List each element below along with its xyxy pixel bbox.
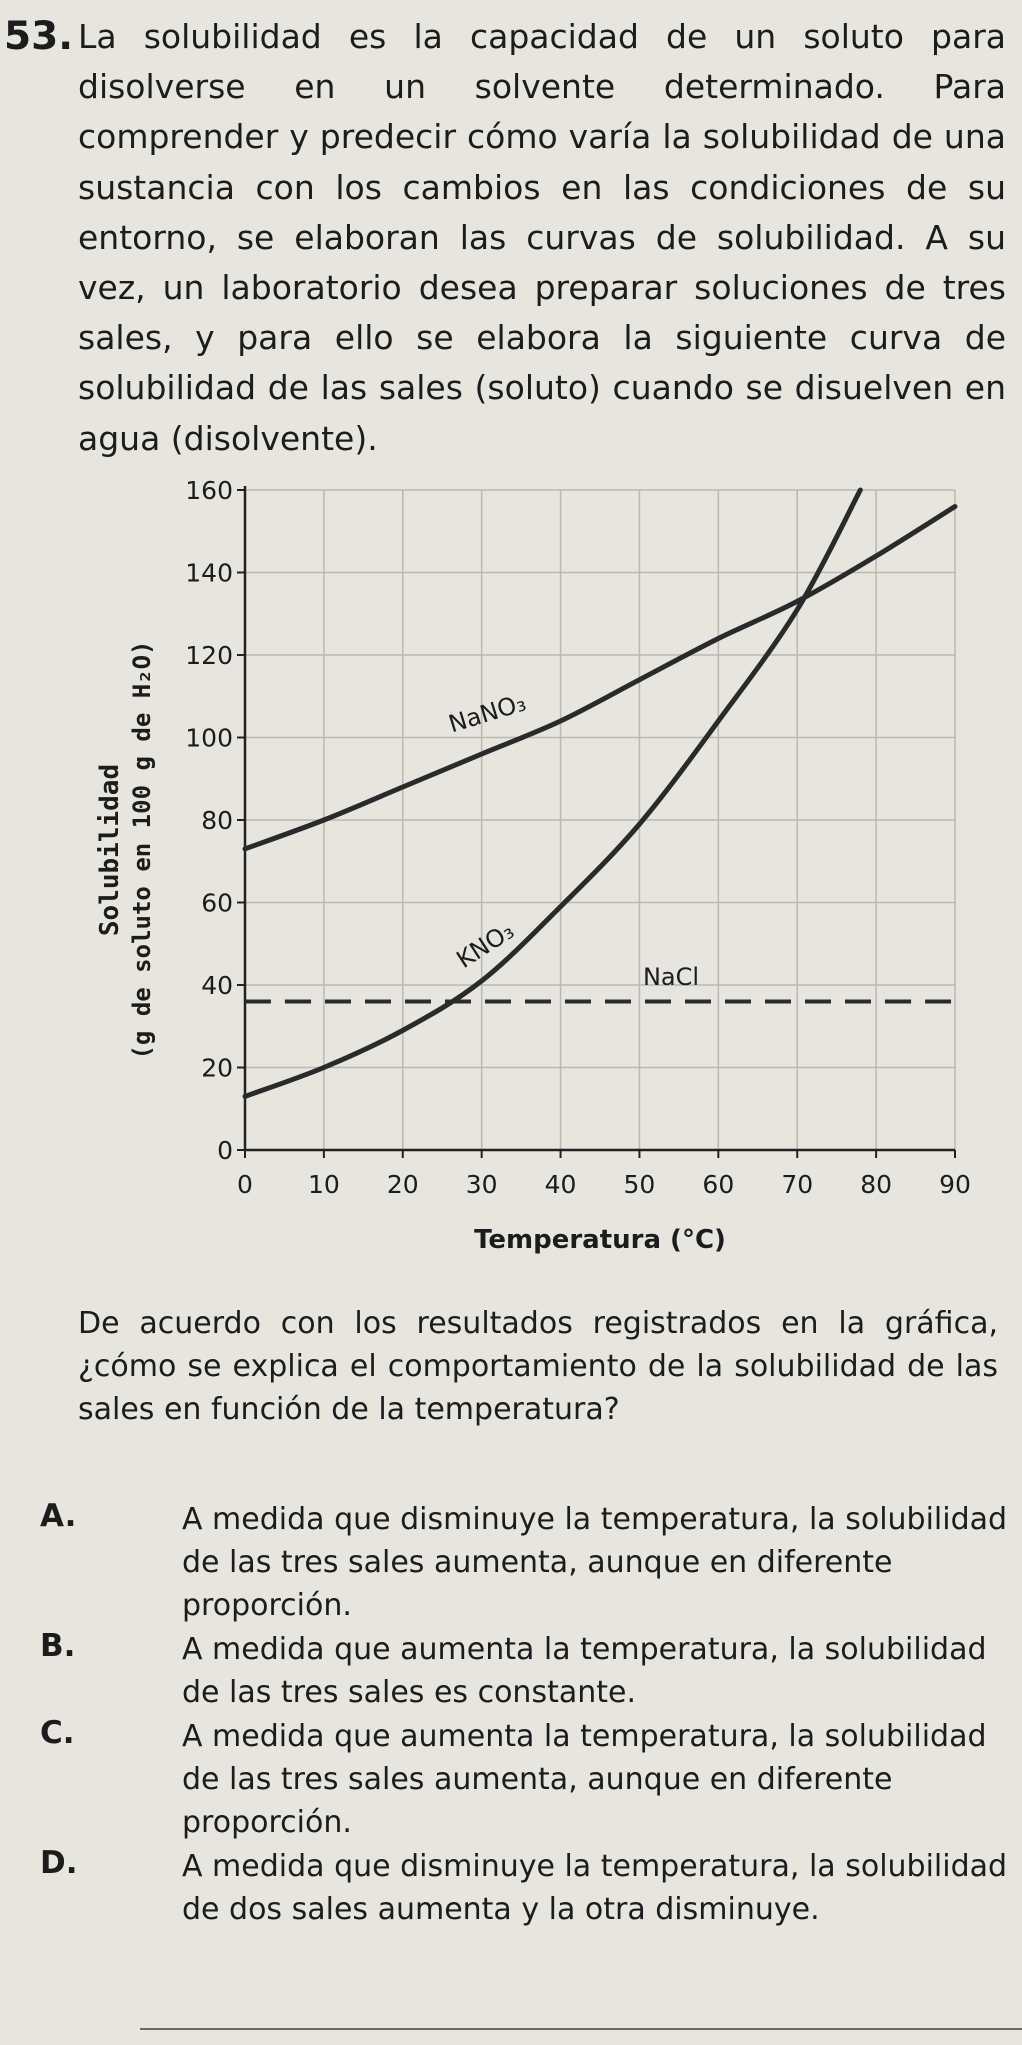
divider <box>140 2028 1022 2030</box>
option-text: A medida que disminuye la temperatura, l… <box>182 1502 1008 1623</box>
series-line-0 <box>242 504 958 852</box>
option-text: A medida que aumenta la temperatura, la … <box>182 1719 987 1840</box>
y-axis-title-line1: Solubilidad <box>95 764 125 936</box>
x-tick-label: 90 <box>939 1170 971 1199</box>
y-tick-label: 60 <box>201 889 233 918</box>
option-letter: B. <box>40 1628 76 1664</box>
option-text: A medida que aumenta la temperatura, la … <box>182 1632 987 1710</box>
series-label: KNO₃ <box>451 917 518 974</box>
series-line-1 <box>242 487 863 1099</box>
y-tick-label: 0 <box>217 1136 233 1165</box>
y-tick-label: 40 <box>201 971 233 1000</box>
x-tick-label: 10 <box>308 1170 340 1199</box>
x-tick-label: 40 <box>545 1170 577 1199</box>
x-axis-title: Temperatura (°C) <box>474 1225 726 1255</box>
y-tick-label: 140 <box>185 559 233 588</box>
x-tick-label: 50 <box>624 1170 656 1199</box>
x-tick-label: 70 <box>781 1170 813 1199</box>
series-label: NaNO₃ <box>445 688 529 738</box>
solubility-chart: 0 20 40 60 80 100 120 140 160 0 10 20 30 40 50 60 70 80 90… <box>95 476 971 1255</box>
y-tick-label: 80 <box>201 806 233 835</box>
x-tick-label: 80 <box>860 1170 892 1199</box>
question-prompt: De acuerdo con los resultados registrado… <box>78 1306 998 1427</box>
option-letter: A. <box>40 1498 77 1534</box>
x-tick-label: 0 <box>237 1170 253 1199</box>
y-axis-title-line2: (g de soluto en 100 g de H₂O) <box>128 640 156 1059</box>
y-tick-label: 100 <box>185 724 233 753</box>
question-number: 53. <box>4 14 74 59</box>
series-label: NaCl <box>643 963 699 991</box>
y-tick-label: 20 <box>201 1054 233 1083</box>
x-tick-label: 60 <box>702 1170 734 1199</box>
option-text: A medida que disminuye la temperatura, l… <box>182 1849 1008 1927</box>
x-tick-label: 30 <box>466 1170 498 1199</box>
option-letter: D. <box>40 1845 78 1881</box>
x-tick-label: 20 <box>387 1170 419 1199</box>
y-tick-label: 160 <box>185 476 233 505</box>
question-stem: La solubilidad es la capacidad de un sol… <box>78 17 1006 458</box>
y-tick-label: 120 <box>185 641 233 670</box>
option-letter: C. <box>40 1715 75 1751</box>
